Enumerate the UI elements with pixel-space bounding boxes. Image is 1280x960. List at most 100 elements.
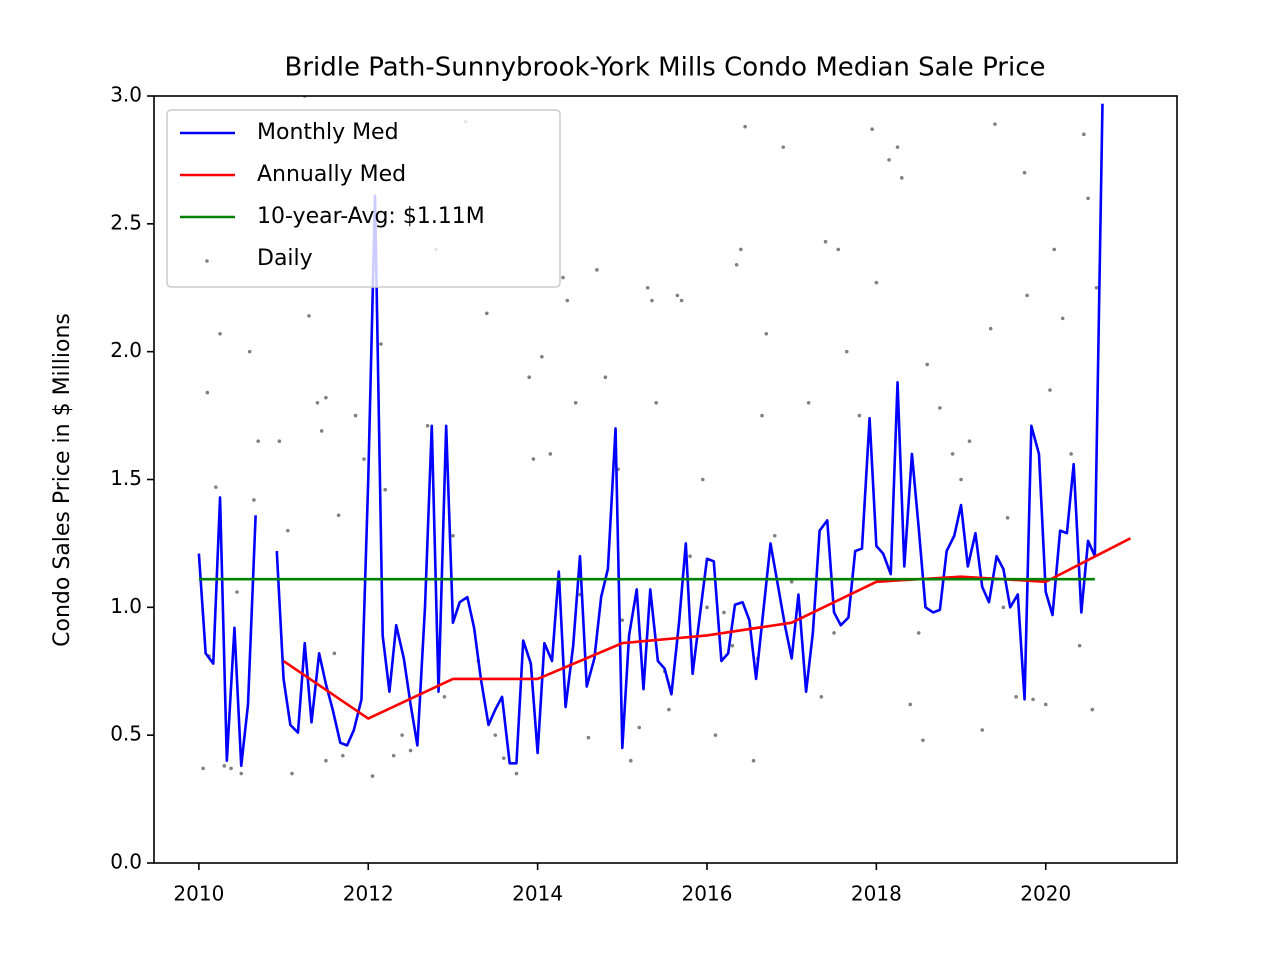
- data-point: [603, 375, 608, 380]
- data-point: [252, 498, 256, 502]
- data-point: [844, 349, 849, 354]
- data-point: [916, 631, 921, 635]
- y-tick-label: 0.5: [110, 722, 142, 746]
- data-point: [823, 239, 828, 244]
- x-tick-label: 2018: [851, 882, 902, 906]
- legend-swatch: [205, 259, 209, 263]
- data-point: [1048, 388, 1052, 392]
- data-point: [650, 298, 654, 303]
- data-point: [1022, 170, 1027, 175]
- data-point: [531, 457, 536, 461]
- data-point: [899, 176, 904, 180]
- legend-box: [166, 109, 561, 288]
- legend: Monthly Med Annually Med 10-year-Avg: $1.1…: [166, 109, 561, 288]
- data-point: [819, 695, 824, 699]
- data-point: [214, 485, 218, 489]
- data-point: [1082, 132, 1086, 137]
- data-point: [573, 401, 578, 405]
- data-point: [336, 513, 341, 518]
- data-point: [874, 280, 879, 285]
- data-point: [887, 158, 891, 162]
- data-point: [1094, 285, 1099, 290]
- data-point: [332, 651, 337, 656]
- data-point: [341, 753, 345, 758]
- data-point: [700, 477, 705, 482]
- data-point: [277, 439, 282, 443]
- data-point: [1005, 516, 1010, 520]
- data-point: [730, 643, 735, 648]
- data-point: [425, 424, 430, 428]
- data-point: [1077, 643, 1082, 648]
- x-tick-label: 2016: [682, 882, 733, 906]
- data-point: [307, 314, 311, 318]
- data-point: [764, 331, 769, 336]
- data-point: [501, 756, 506, 760]
- data-point: [967, 439, 972, 443]
- data-point: [1031, 697, 1035, 702]
- y-tick-label: 2.0: [110, 338, 142, 362]
- data-point: [493, 733, 498, 737]
- data-point: [751, 758, 756, 763]
- data-point: [319, 429, 324, 433]
- data-point: [229, 766, 233, 771]
- data-point: [548, 452, 553, 456]
- data-point: [739, 247, 743, 252]
- data-point: [586, 735, 591, 740]
- data-point: [705, 605, 709, 610]
- data-point: [1025, 293, 1029, 298]
- data-point: [675, 293, 680, 298]
- data-point: [645, 285, 650, 290]
- data-point: [408, 748, 413, 753]
- data-point: [485, 311, 489, 316]
- data-point: [561, 275, 565, 280]
- data-point: [959, 477, 963, 482]
- data-point: [832, 631, 836, 635]
- chart-title: Bridle Path-Sunnybrook-York Mills Condo …: [284, 53, 1045, 83]
- data-point: [734, 262, 739, 267]
- data-point: [781, 145, 786, 149]
- data-point: [1090, 707, 1095, 712]
- data-point: [857, 413, 862, 418]
- data-point: [938, 406, 942, 410]
- legend-label: Daily: [257, 246, 313, 271]
- x-tick-label: 2020: [1020, 882, 1071, 906]
- data-point: [950, 452, 955, 456]
- x-tick-label: 2014: [512, 882, 563, 906]
- data-point: [235, 590, 239, 594]
- data-point: [315, 401, 320, 405]
- y-tick-label: 1.5: [110, 466, 142, 490]
- data-point: [286, 528, 290, 533]
- data-point: [391, 753, 396, 758]
- y-tick-label: 2.5: [110, 210, 142, 234]
- data-point: [760, 413, 764, 418]
- data-point: [895, 145, 900, 149]
- data-point: [836, 247, 841, 252]
- data-point: [205, 390, 210, 395]
- data-point: [620, 618, 625, 622]
- data-point: [806, 401, 811, 405]
- data-point: [290, 771, 294, 776]
- data-point: [772, 533, 777, 538]
- y-tick-label: 1.0: [110, 594, 142, 618]
- data-point: [1001, 605, 1006, 610]
- data-point: [383, 487, 387, 492]
- data-point: [667, 707, 671, 712]
- data-point: [451, 533, 455, 538]
- data-point: [1052, 247, 1057, 252]
- data-point: [908, 702, 913, 707]
- data-point: [713, 733, 718, 737]
- legend-label: Monthly Med: [257, 120, 399, 145]
- data-point: [353, 413, 358, 418]
- data-point: [1043, 702, 1048, 707]
- data-point: [222, 764, 227, 768]
- data-point: [540, 354, 544, 359]
- plot-area: [197, 96, 1132, 778]
- data-point: [527, 375, 531, 380]
- legend-label: Annually Med: [257, 162, 406, 187]
- y-tick-label: 3.0: [110, 83, 142, 107]
- data-point: [870, 127, 874, 132]
- data-point: [1060, 316, 1065, 321]
- data-point: [400, 733, 404, 737]
- data-point: [743, 124, 747, 129]
- data-point: [1069, 452, 1073, 456]
